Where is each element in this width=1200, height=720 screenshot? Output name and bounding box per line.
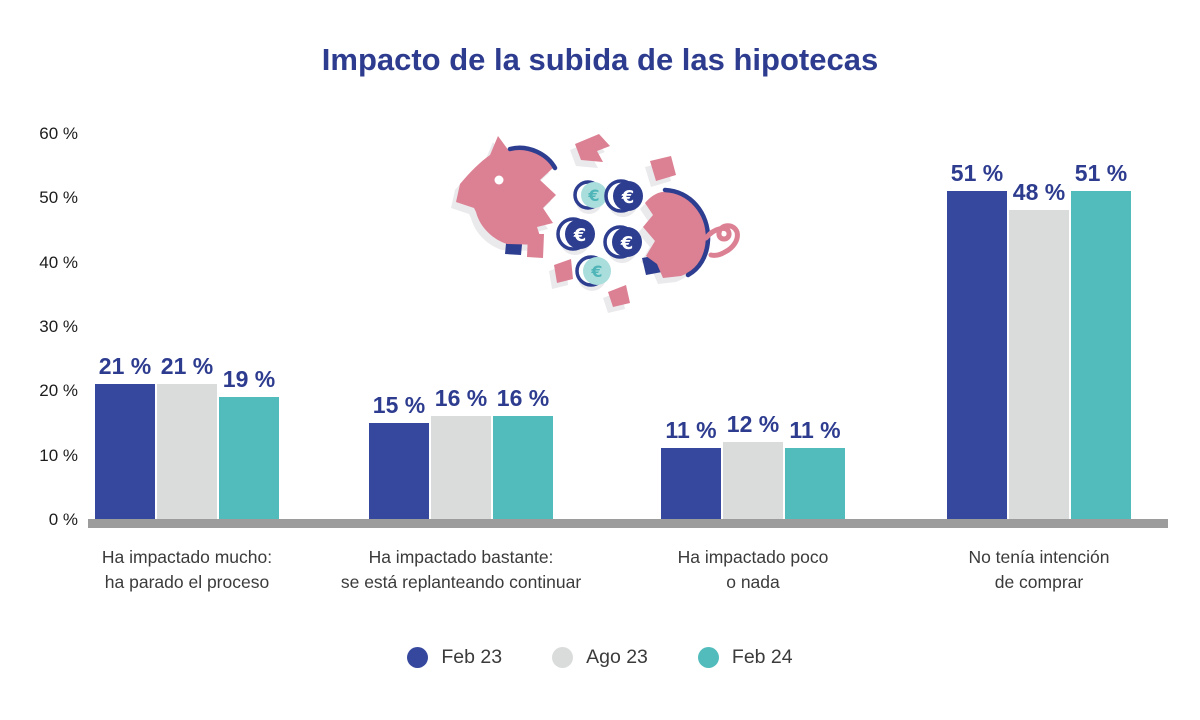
category-label-line: Ha impactado poco bbox=[677, 547, 829, 567]
bar-ago23-group2 bbox=[431, 416, 491, 519]
bar-value-label: 15 % bbox=[372, 391, 426, 418]
piggy-bank-illustration: € € € € € bbox=[451, 134, 740, 313]
legend-label: Ago 23 bbox=[586, 646, 648, 668]
bar-value-label: 51 % bbox=[1074, 159, 1128, 186]
category-label-line: se está replanteando continuar bbox=[340, 572, 582, 592]
y-axis-tick-label: 20 % bbox=[39, 381, 78, 401]
euro-symbol: € bbox=[621, 187, 635, 208]
broken-shards-icon bbox=[554, 134, 676, 307]
legend-swatch-icon bbox=[697, 647, 719, 668]
bar-value-label: 11 % bbox=[665, 417, 717, 444]
legend-item-ago23: Ago 23 bbox=[552, 646, 648, 669]
bar-value-label: 12 % bbox=[726, 410, 780, 437]
bar-feb23-group4 bbox=[947, 190, 1007, 519]
bar-value-label: 21 % bbox=[98, 352, 152, 379]
pig-rear-icon bbox=[642, 187, 740, 278]
coin-navy-icon: € bbox=[604, 179, 643, 213]
x-axis-baseline bbox=[88, 519, 1168, 528]
legend-swatch-icon bbox=[552, 647, 574, 668]
pig-head-icon bbox=[456, 136, 558, 258]
category-label-line: de comprar bbox=[994, 572, 1084, 592]
legend-item-feb24: Feb 24 bbox=[697, 646, 793, 669]
coin-slot-icon bbox=[507, 145, 558, 171]
category-label-line: No tenía intención bbox=[968, 547, 1110, 567]
category-label-line: ha parado el proceso bbox=[104, 572, 270, 592]
bar-ago23-group1 bbox=[157, 383, 217, 519]
bar-value-label: 16 % bbox=[496, 385, 550, 412]
y-axis-tick-label: 10 % bbox=[39, 445, 78, 465]
bar-value-label: 19 % bbox=[222, 365, 276, 392]
legend: Feb 23 Ago 23 Feb 24 bbox=[0, 646, 1200, 669]
y-axis-tick-label: 30 % bbox=[39, 317, 78, 336]
bar-feb24-group2 bbox=[493, 416, 553, 519]
category-label-line: Ha impactado mucho: bbox=[101, 547, 273, 567]
bar-feb24-group1 bbox=[219, 396, 279, 519]
legend-item-feb23: Feb 23 bbox=[407, 646, 502, 669]
pig-eye-icon bbox=[494, 175, 504, 185]
category-label-line: Ha impactado bastante: bbox=[368, 547, 554, 567]
bar-value-label: 48 % bbox=[1012, 179, 1066, 206]
coin-teal-icon: € bbox=[575, 255, 611, 287]
category-label: No tenía intención de comprar bbox=[879, 545, 1199, 595]
y-axis-tick-label: 40 % bbox=[39, 252, 78, 272]
y-axis-tick-label: 60 % bbox=[39, 124, 78, 143]
category-label: Ha impactado mucho: ha parado el proceso bbox=[27, 545, 347, 595]
legend-label: Feb 23 bbox=[441, 646, 503, 668]
euro-symbol: € bbox=[590, 262, 602, 281]
euro-symbol: € bbox=[573, 225, 587, 246]
legend-swatch-icon bbox=[407, 647, 429, 668]
bar-feb24-group4 bbox=[1071, 190, 1131, 519]
legend-label: Feb 24 bbox=[731, 646, 793, 668]
bar-ago23-group3 bbox=[723, 441, 783, 519]
bar-feb23-group3 bbox=[661, 448, 721, 519]
bar-ago23-group4 bbox=[1009, 210, 1069, 519]
y-axis-tick-label: 0 % bbox=[48, 510, 78, 529]
bar-value-label: 16 % bbox=[434, 385, 488, 412]
chart-title: Impacto de la subida de las hipotecas bbox=[321, 42, 879, 77]
coin-teal-icon: € bbox=[573, 180, 607, 210]
bar-feb24-group3 bbox=[785, 448, 845, 519]
bar-feb23-group2 bbox=[369, 422, 429, 519]
bar-value-label: 21 % bbox=[160, 352, 214, 379]
pig-back-outline-icon bbox=[662, 187, 711, 278]
bar-value-label: 11 % bbox=[789, 417, 841, 444]
coin-navy-icon: € bbox=[556, 217, 595, 251]
y-axis-tick-label: 50 % bbox=[39, 188, 78, 208]
category-label: Ha impactado poco o nada bbox=[593, 545, 913, 595]
euro-symbol: € bbox=[620, 233, 634, 254]
pig-tail-icon bbox=[703, 223, 740, 258]
coin-navy-icon: € bbox=[603, 225, 642, 259]
bar-value-label: 51 % bbox=[950, 159, 1004, 186]
euro-symbol: € bbox=[587, 186, 599, 205]
euro-coins-icon: € € € € € bbox=[556, 179, 643, 287]
category-label: Ha impactado bastante: se está replantean… bbox=[301, 545, 621, 595]
category-label-line: o nada bbox=[726, 572, 780, 592]
bar-feb23-group1 bbox=[95, 383, 155, 519]
